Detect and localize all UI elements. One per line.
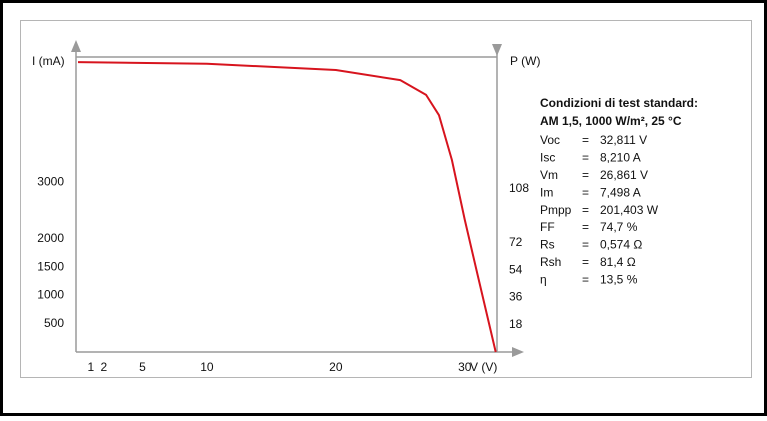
- param-name: Voc: [540, 133, 560, 147]
- y2-tick-label: 54: [509, 262, 523, 276]
- y-tick-label: 1000: [37, 288, 64, 302]
- param-equals: =: [582, 255, 589, 269]
- x-tick-label: 2: [100, 360, 107, 374]
- x-tick-label: 10: [200, 360, 214, 374]
- y-axis-label: I (mA): [32, 54, 65, 68]
- y2-tick-label: 36: [509, 290, 523, 304]
- plot-frame: [20, 20, 752, 378]
- param-value: 81,4 Ω: [600, 255, 636, 269]
- param-value: 26,861 V: [600, 168, 648, 182]
- y2-tick-label: 72: [509, 235, 523, 249]
- y2-tick-label: 18: [509, 317, 523, 331]
- y-tick-label: 3000: [37, 175, 64, 189]
- x-tick-label: 20: [329, 360, 343, 374]
- x-tick-label: 1: [88, 360, 95, 374]
- param-name: Pmpp: [540, 203, 572, 217]
- param-name: Isc: [540, 151, 555, 165]
- param-name: FF: [540, 220, 555, 234]
- test-conditions: Condizioni di test standard: AM 1,5, 1000…: [540, 96, 698, 286]
- param-name: Rs: [540, 238, 555, 252]
- conditions-title: AM 1,5, 1000 W/m², 25 °C: [540, 114, 682, 128]
- y-tick-label: 1500: [37, 259, 64, 273]
- y-tick-label: 500: [44, 316, 64, 330]
- x-axis-label: V (V): [470, 360, 497, 374]
- param-value: 7,498 A: [600, 185, 641, 199]
- param-equals: =: [582, 203, 589, 217]
- param-value: 201,403 W: [600, 203, 659, 217]
- y-axis-arrow: [71, 40, 81, 52]
- y2-axis-arrow: [492, 44, 502, 56]
- param-equals: =: [582, 185, 589, 199]
- param-equals: =: [582, 133, 589, 147]
- x-tick-label: 30: [458, 360, 472, 374]
- param-value: 13,5 %: [600, 272, 638, 286]
- curve: [77, 61, 497, 353]
- y2-axis-label: P (W): [510, 54, 540, 68]
- param-value: 74,7 %: [600, 220, 638, 234]
- param-value: 0,574 Ω: [600, 238, 642, 252]
- x-tick-label: 5: [139, 360, 146, 374]
- param-equals: =: [582, 272, 589, 286]
- param-name: Im: [540, 185, 553, 199]
- param-equals: =: [582, 151, 589, 165]
- param-name: Vm: [540, 168, 558, 182]
- param-equals: =: [582, 220, 589, 234]
- x-axis-arrow: [512, 347, 524, 357]
- param-name: Rsh: [540, 255, 561, 269]
- y2-tick-label: 108: [509, 181, 529, 195]
- param-value: 32,811 V: [600, 133, 647, 147]
- param-value: 8,210 A: [600, 151, 641, 165]
- param-equals: =: [582, 238, 589, 252]
- y-tick-label: 2000: [37, 231, 64, 245]
- param-equals: =: [582, 168, 589, 182]
- param-name: η: [540, 272, 547, 286]
- conditions-title: Condizioni di test standard:: [540, 96, 698, 110]
